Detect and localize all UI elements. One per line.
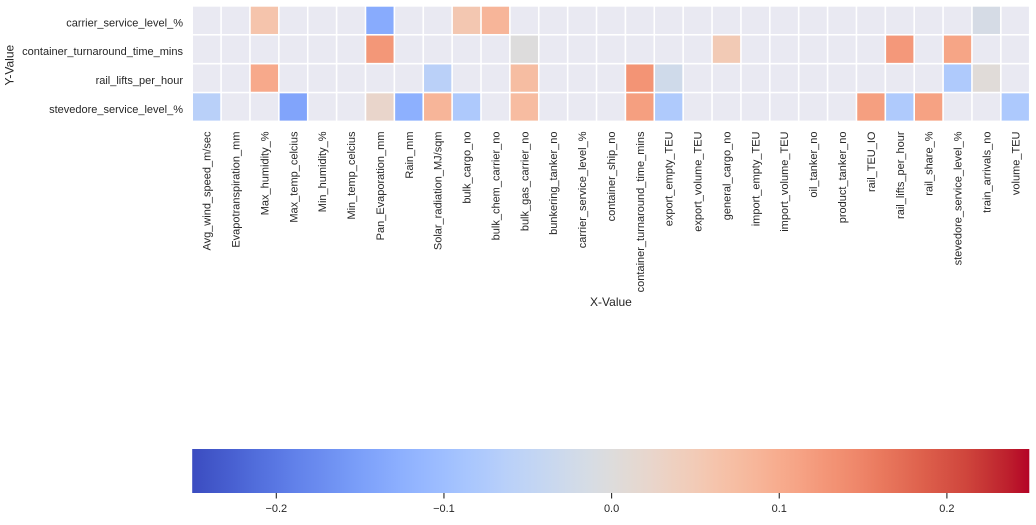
svg-text:Pan_Evaporation_mm: Pan_Evaporation_mm	[375, 132, 387, 241]
svg-text:rail_lifts_per_hour: rail_lifts_per_hour	[895, 131, 907, 219]
svg-text:Min_temp_celcius: Min_temp_celcius	[346, 131, 358, 220]
svg-text:carrier_service_level_%: carrier_service_level_%	[66, 17, 183, 29]
svg-text:import_volume_TEU: import_volume_TEU	[779, 131, 791, 231]
svg-text:Solar_radiation_MJ/sqm: Solar_radiation_MJ/sqm	[433, 132, 445, 251]
svg-text:0.1: 0.1	[772, 503, 787, 515]
svg-text:Max_humidity_%: Max_humidity_%	[259, 131, 271, 215]
svg-text:Min_humidity_%: Min_humidity_%	[317, 131, 329, 212]
svg-text:oil_tanker_no: oil_tanker_no	[808, 132, 820, 198]
svg-text:Rain_mm: Rain_mm	[404, 132, 416, 179]
svg-text:bulk_gas_carrier_no: bulk_gas_carrier_no	[519, 132, 531, 232]
svg-text:import_empty_TEU: import_empty_TEU	[750, 131, 762, 226]
svg-text:bulk_cargo_no: bulk_cargo_no	[462, 132, 474, 204]
svg-text:stevedore_service_level_%: stevedore_service_level_%	[49, 104, 183, 116]
svg-text:Avg_wind_speed_m/sec: Avg_wind_speed_m/sec	[202, 131, 214, 251]
svg-text:general_cargo_no: general_cargo_no	[721, 132, 733, 221]
svg-text:rail_TEU_IO: rail_TEU_IO	[866, 131, 878, 192]
svg-text:rail_share_%: rail_share_%	[924, 131, 936, 195]
svg-text:product_tanker_no: product_tanker_no	[837, 132, 849, 224]
svg-text:X-Value: X-Value	[590, 295, 632, 309]
svg-text:train_arrivals_no: train_arrivals_no	[981, 132, 993, 213]
svg-text:container_turnaround_time_mins: container_turnaround_time_mins	[635, 131, 647, 292]
svg-text:export_volume_TEU: export_volume_TEU	[693, 131, 705, 231]
svg-text:0.2: 0.2	[939, 503, 954, 515]
svg-text:stevedore_service_level_%: stevedore_service_level_%	[953, 131, 965, 265]
svg-text:Evapotranspiration_mm: Evapotranspiration_mm	[231, 132, 243, 248]
svg-text:volume_TEU: volume_TEU	[1010, 131, 1022, 195]
svg-text:Max_temp_celcius: Max_temp_celcius	[288, 131, 300, 223]
svg-text:export_empty_TEU: export_empty_TEU	[664, 131, 676, 226]
svg-text:carrier_service_level_%: carrier_service_level_%	[577, 131, 589, 248]
svg-text:Y-Value: Y-Value	[3, 44, 17, 85]
svg-text:bunkering_tanker_no: bunkering_tanker_no	[548, 132, 560, 235]
svg-text:container_ship_no: container_ship_no	[606, 132, 618, 222]
svg-text:container_turnaround_time_mins: container_turnaround_time_mins	[22, 46, 183, 58]
svg-text:0.0: 0.0	[604, 503, 619, 515]
svg-text:rail_lifts_per_hour: rail_lifts_per_hour	[96, 75, 184, 87]
svg-text:bulk_chem_carrier_no: bulk_chem_carrier_no	[490, 132, 502, 241]
svg-text:−0.2: −0.2	[265, 503, 287, 515]
svg-text:−0.1: −0.1	[433, 503, 455, 515]
